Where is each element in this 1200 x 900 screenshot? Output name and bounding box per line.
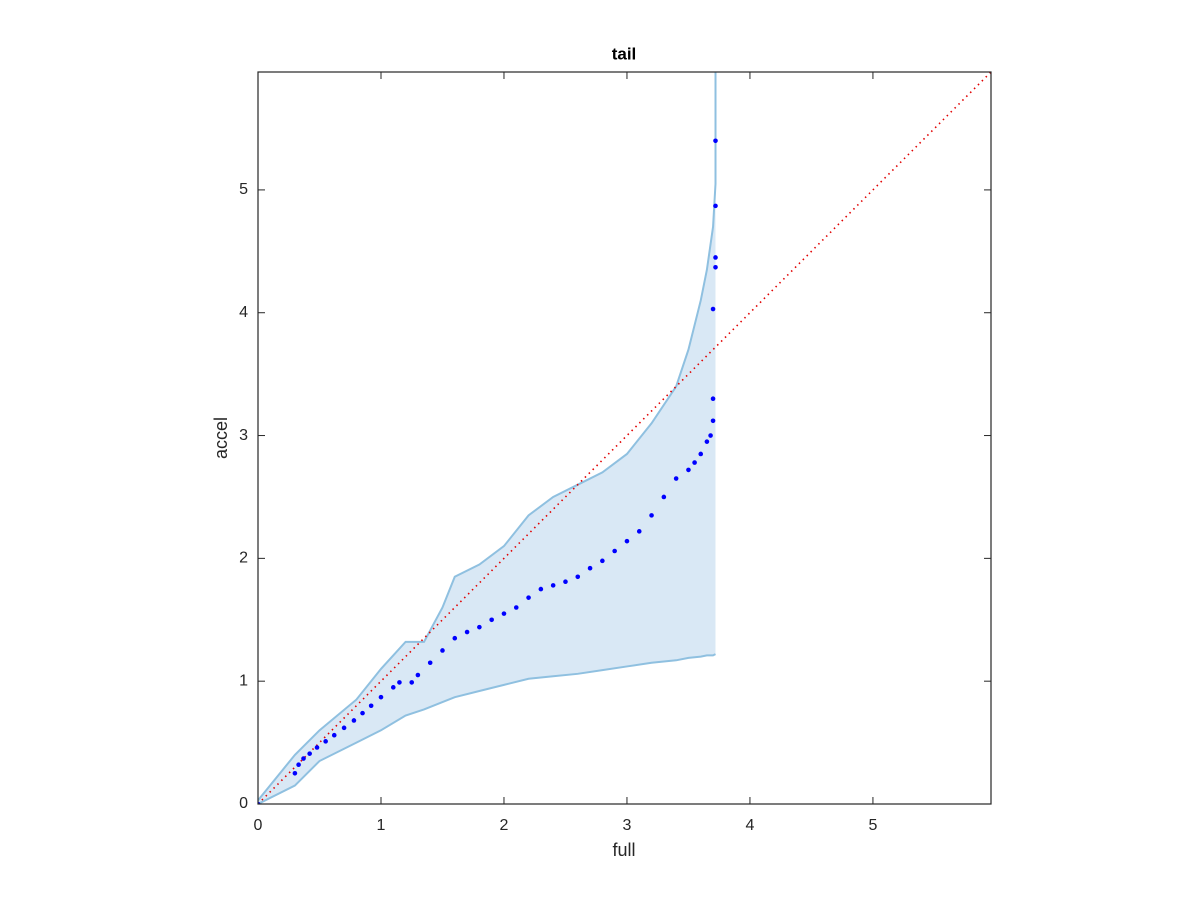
- x-tick-label: 3: [623, 817, 632, 834]
- data-point: [301, 756, 306, 761]
- data-point: [477, 624, 482, 630]
- y-tick-label: 0: [239, 795, 248, 812]
- data-point: [513, 605, 519, 610]
- data-point: [378, 694, 384, 700]
- data-point: [710, 418, 716, 424]
- data-point: [713, 203, 718, 209]
- data-point: [452, 635, 458, 641]
- data-point: [323, 739, 328, 744]
- data-point: [464, 629, 470, 635]
- data-point: [368, 703, 374, 709]
- y-tick-label: 1: [239, 672, 248, 689]
- data-point: [489, 617, 494, 623]
- reference-line: [258, 72, 991, 804]
- x-tick-label: 4: [745, 817, 754, 834]
- axes-box: [257, 71, 992, 805]
- data-point: [713, 138, 718, 144]
- data-point: [307, 751, 312, 756]
- data-point: [427, 660, 433, 666]
- x-axis-label: full: [612, 840, 635, 860]
- data-point: [612, 548, 617, 554]
- y-tick-label: 3: [239, 427, 248, 444]
- data-point: [331, 732, 337, 738]
- data-point: [526, 595, 531, 600]
- y-tick-label: 4: [239, 304, 248, 321]
- data-point: [550, 583, 556, 588]
- data-point: [351, 718, 357, 723]
- plot-area: [258, 72, 991, 804]
- data-point: [397, 680, 402, 685]
- data-point: [624, 538, 630, 544]
- data-point: [600, 558, 605, 564]
- data-point: [636, 529, 642, 534]
- x-tick-label: 1: [377, 817, 386, 834]
- data-point: [713, 264, 718, 270]
- x-tick-label: 0: [254, 817, 263, 834]
- chart-title: tail: [612, 44, 637, 63]
- data-point: [563, 579, 568, 584]
- data-point: [390, 685, 396, 690]
- y-tick-label: 2: [239, 550, 248, 567]
- data-point: [698, 451, 704, 457]
- data-point: [341, 725, 347, 731]
- band-lower-edge: [258, 653, 716, 804]
- x-tick-label: 2: [500, 817, 509, 834]
- data-point: [692, 460, 697, 465]
- x-tick-label: 5: [868, 817, 877, 834]
- data-point: [704, 439, 710, 444]
- data-point: [314, 745, 320, 750]
- data-point: [649, 513, 654, 518]
- y-tick-label: 5: [239, 181, 248, 198]
- band-upper-edge: [258, 72, 717, 801]
- data-point: [713, 255, 718, 260]
- data-point: [415, 672, 421, 678]
- data-point: [710, 306, 716, 312]
- data-point: [661, 494, 667, 500]
- data-point: [409, 680, 415, 685]
- data-point: [710, 396, 716, 401]
- data-point: [501, 611, 507, 616]
- axes: 0 1 2 3 4 5 0 1 2 3 4 5: [239, 71, 992, 834]
- data-point: [708, 433, 713, 438]
- data-point: [587, 565, 593, 571]
- data-point: [538, 586, 544, 592]
- data-point: [575, 574, 581, 580]
- data-point: [440, 648, 445, 653]
- confidence-band: [258, 72, 716, 804]
- data-point: [673, 476, 679, 481]
- data-point: [296, 762, 301, 767]
- data-point: [686, 467, 691, 473]
- y-axis-label: accel: [211, 417, 231, 459]
- data-point: [292, 770, 298, 776]
- data-point: [360, 710, 365, 716]
